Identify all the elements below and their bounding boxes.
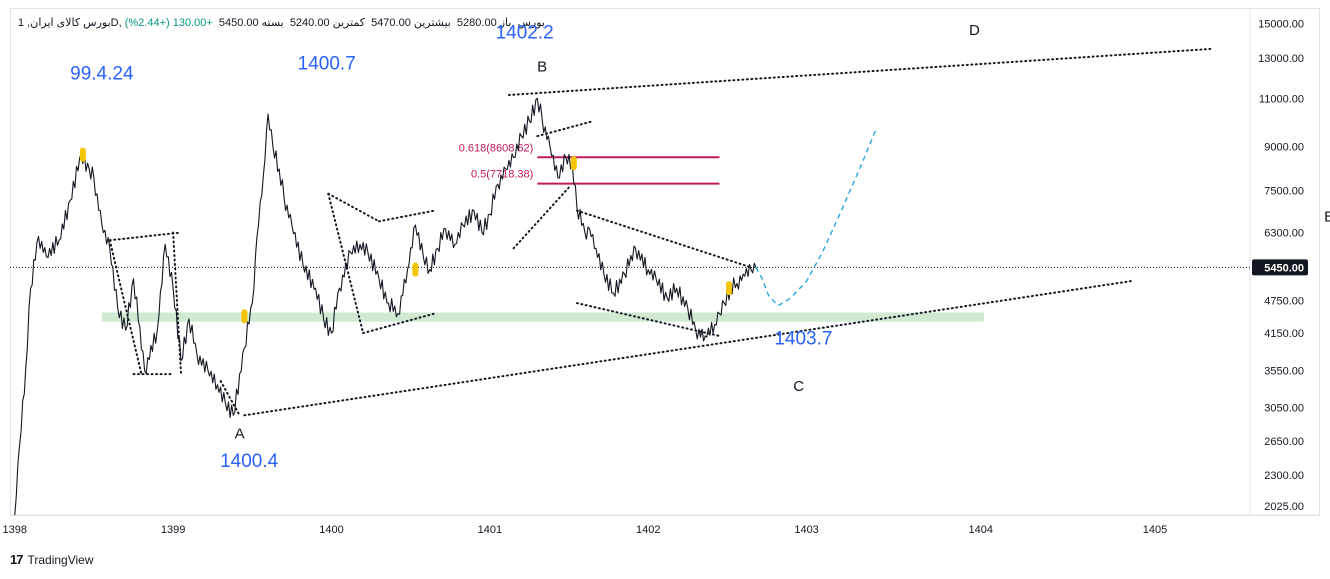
trendline-mid-1 — [327, 192, 380, 223]
x-tick-label: 1399 — [161, 524, 185, 536]
trendline-mid-2 — [377, 209, 436, 223]
header-open-label: باز — [499, 17, 512, 29]
trendline-mid-4 — [362, 312, 436, 335]
trendline-lower-support — [243, 280, 1133, 417]
x-tick-label: 1404 — [969, 524, 993, 536]
header-close: 5450.00 — [218, 17, 259, 29]
tradingview-branding[interactable]: 17 TradingView — [10, 552, 94, 567]
y-tick-label: 9000.00 — [1264, 142, 1304, 154]
event-marker — [725, 281, 732, 296]
header-symbol[interactable]: بورس کالای ایران, 1D, بورس — [18, 17, 545, 29]
wave-date-label: 1400.7 — [298, 53, 356, 74]
y-tick-label: 13000.00 — [1258, 53, 1304, 65]
x-tick-label: 1398 — [3, 524, 27, 536]
event-marker — [79, 147, 86, 162]
header-change: +130.00 (+2.44%) — [124, 17, 213, 29]
support-zone — [101, 312, 984, 322]
wave-letter-b: B — [537, 58, 547, 75]
trendline-zz-1 — [219, 380, 241, 417]
y-tick-label: 3550.00 — [1264, 366, 1304, 378]
y-tick-label: 11000.00 — [1259, 93, 1304, 105]
tradingview-brand: TradingView — [27, 552, 94, 567]
event-marker — [412, 262, 419, 277]
event-marker — [570, 156, 577, 171]
x-tick-label: 1401 — [478, 524, 502, 536]
header-high: 5470.00 — [371, 17, 411, 29]
header-high-label: بیشترین — [413, 17, 451, 29]
x-tick-label: 1402 — [636, 524, 660, 536]
trendline-flag-4 — [172, 231, 183, 376]
trendline-triangle-upper — [575, 209, 753, 269]
trendline-flag-3 — [108, 239, 143, 376]
y-tick-label: 15000.00 — [1258, 19, 1304, 31]
wave-letter-c: C — [793, 378, 804, 395]
projection-path — [755, 128, 877, 307]
fib-level-label: 0.618(8608.62) — [459, 142, 534, 154]
wave-letter-d: D — [969, 22, 980, 39]
wave-letter-e: E — [1324, 208, 1330, 225]
fib-level-label: 0.5(7718.38) — [471, 169, 533, 181]
symbol-header: بورس کالای ایران, 1D, بورس باز5280.00 بی… — [18, 16, 548, 29]
y-tick-label: 7500.00 — [1264, 186, 1304, 198]
y-tick-label: 2300.00 — [1264, 470, 1304, 482]
event-marker — [241, 309, 248, 324]
current-price-label: 5450.00 — [1264, 262, 1304, 274]
wave-date-label: 1402.2 — [496, 22, 554, 43]
tradingview-logo-icon: 17 — [10, 552, 24, 567]
x-tick-label: 1400 — [319, 524, 343, 536]
header-low: 5240.00 — [289, 17, 330, 29]
header-open: 5280.00 — [456, 17, 497, 29]
x-tick-label: 1405 — [1143, 524, 1167, 536]
y-tick-label: 6300.00 — [1264, 228, 1304, 240]
price-series-line — [14, 97, 757, 516]
header-close-label: بسته — [261, 17, 284, 29]
trendline-bc-lower — [512, 186, 571, 250]
y-tick-label: 4150.00 — [1264, 328, 1304, 340]
trendline-flag-1 — [108, 231, 183, 242]
y-tick-label: 2650.00 — [1264, 436, 1304, 448]
wave-date-label: 99.4.24 — [70, 63, 134, 84]
wave-date-label: 1403.7 — [774, 328, 832, 349]
header-low-label: کمترین — [332, 17, 365, 29]
wave-letter-a: A — [235, 425, 245, 442]
x-tick-label: 1403 — [794, 524, 818, 536]
current-price-badge — [1252, 259, 1308, 276]
y-tick-label: 3050.00 — [1264, 402, 1304, 414]
y-tick-label: 2025.00 — [1264, 501, 1304, 513]
wave-date-label: 1400.4 — [220, 451, 279, 472]
y-tick-label: 4750.00 — [1264, 296, 1304, 308]
trendline-upper-resistance — [507, 47, 1212, 96]
